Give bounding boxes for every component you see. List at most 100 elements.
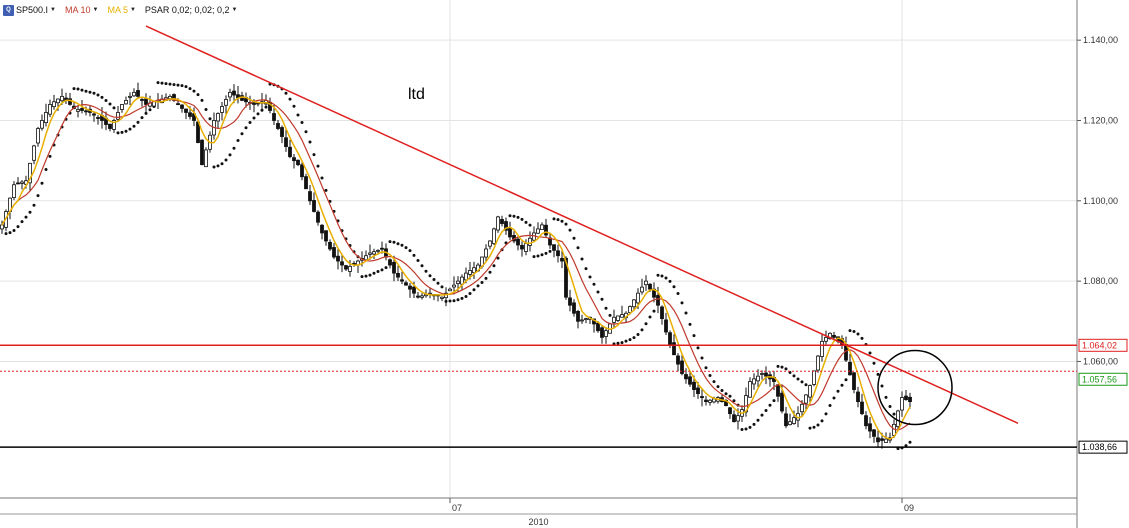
psar-dot <box>568 228 572 232</box>
psar-dot <box>224 158 228 162</box>
candle-body <box>464 272 468 281</box>
psar-dot <box>800 380 804 384</box>
candle-body <box>636 292 640 304</box>
psar-dot <box>380 268 384 272</box>
candle-body <box>604 330 608 337</box>
candle-body <box>764 372 768 377</box>
psar-dot <box>484 276 488 280</box>
psar-dot <box>880 384 884 388</box>
psar-dot <box>760 413 764 417</box>
psar-dot <box>540 253 544 257</box>
candle-body <box>232 90 236 96</box>
psar-dot <box>512 214 516 218</box>
candle-body <box>52 101 56 108</box>
candle-body <box>336 255 340 262</box>
psar-dot <box>392 240 396 244</box>
chevron-down-icon: ▼ <box>50 7 56 13</box>
candle-body <box>344 265 348 270</box>
psar-dot <box>204 108 208 112</box>
psar-dot <box>628 338 632 342</box>
psar-dot <box>660 274 664 278</box>
psar-dot <box>544 251 548 255</box>
candle-body <box>644 280 648 286</box>
candle-body <box>0 224 4 230</box>
candle-body <box>580 319 584 322</box>
candle-body <box>748 381 752 398</box>
candle-body <box>224 98 228 106</box>
psar-dot <box>676 292 680 296</box>
psar-dot <box>200 98 204 102</box>
psar-dot <box>372 271 376 275</box>
candle-body <box>128 95 132 98</box>
psar-dot <box>600 297 604 301</box>
psar-dot <box>564 222 568 226</box>
psar-dot <box>44 168 48 172</box>
symbol-selector[interactable]: Q SP500.I ▼ <box>3 4 56 16</box>
candle-body <box>404 282 408 286</box>
candle-body <box>804 394 808 404</box>
candle-body <box>272 113 276 121</box>
candle-body <box>80 108 84 111</box>
candle-body <box>144 98 148 105</box>
psar-dot <box>120 130 124 134</box>
psar-dot <box>876 372 880 376</box>
psar-dot <box>824 412 828 416</box>
psar-dot <box>104 98 108 102</box>
candle-body <box>524 243 528 252</box>
psar-dot <box>728 394 732 398</box>
psar-dot <box>480 280 484 284</box>
psar-dot <box>700 356 704 360</box>
psar-indicator-selector[interactable]: PSAR 0,02; 0,02; 0,2 ▼ <box>145 5 238 15</box>
candle-body <box>536 228 540 234</box>
psar-dot <box>448 299 452 303</box>
psar-dot <box>436 281 440 285</box>
psar-dot <box>36 194 40 198</box>
candle-body <box>332 247 336 258</box>
candle-body <box>308 191 312 202</box>
psar-dot <box>228 153 232 157</box>
candle-body <box>92 113 96 116</box>
psar-dot <box>92 91 96 95</box>
psar-dot <box>796 377 800 381</box>
year-label: 2010 <box>528 517 548 527</box>
psar-dot <box>888 405 892 409</box>
psar-dot <box>396 242 400 246</box>
candle-body <box>188 112 192 117</box>
psar-dot <box>708 373 712 377</box>
candle-body <box>712 398 716 403</box>
x-tick-label: 07 <box>452 503 462 513</box>
psar-dot <box>388 240 392 244</box>
psar-label: PSAR 0,02; 0,02; 0,2 <box>144 5 230 15</box>
candle-body <box>496 216 500 231</box>
psar-dot <box>116 131 120 135</box>
psar-dot <box>40 181 44 185</box>
psar-dot <box>852 330 856 334</box>
candle-body <box>576 310 580 322</box>
psar-dot <box>632 336 636 340</box>
ma5-indicator-selector[interactable]: MA 5 ▼ <box>107 5 135 15</box>
psar-dot <box>316 164 320 168</box>
psar-dot <box>904 444 908 448</box>
candle-body <box>300 164 304 178</box>
psar-dot <box>428 274 432 278</box>
candle-body <box>688 376 692 385</box>
candle-body <box>324 230 328 242</box>
psar-dot <box>376 270 380 274</box>
candle-body <box>400 279 404 282</box>
psar-dot <box>404 246 408 250</box>
candle-body <box>388 259 392 266</box>
candle-body <box>856 391 860 403</box>
chevron-down-icon: ▼ <box>231 7 238 13</box>
psar-dot <box>832 396 836 400</box>
psar-dot <box>524 220 528 224</box>
psar-dot <box>488 270 492 274</box>
candle-body <box>560 257 564 262</box>
ma10-indicator-selector[interactable]: MA 10 ▼ <box>65 5 98 15</box>
candle-body <box>896 410 900 427</box>
psar-dot <box>756 418 760 422</box>
psar-dot <box>260 108 264 112</box>
psar-dot <box>784 367 788 371</box>
psar-series <box>4 81 912 451</box>
candle-body <box>252 102 256 105</box>
